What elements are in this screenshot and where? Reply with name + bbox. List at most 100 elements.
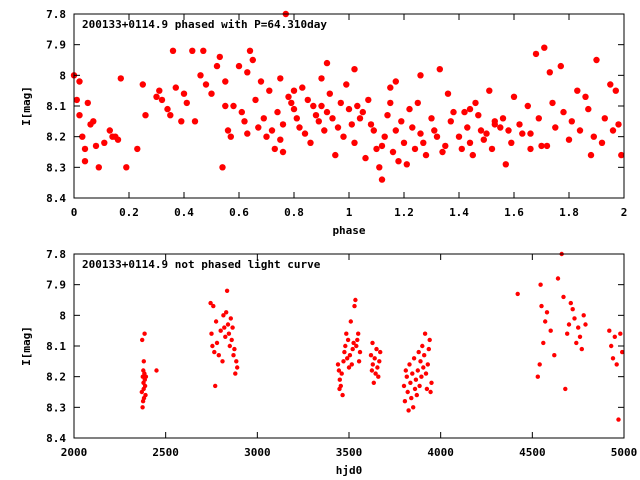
data-point — [429, 380, 434, 385]
data-point — [257, 78, 265, 85]
data-point — [218, 328, 223, 333]
data-point — [466, 105, 474, 113]
light-curve-x-ticks: 2000 2500 3000 3500 4000 4500 5000 — [61, 254, 638, 459]
data-point — [568, 300, 573, 306]
data-point — [142, 112, 149, 119]
data-point — [408, 380, 413, 385]
data-point — [469, 151, 476, 159]
data-point — [81, 145, 89, 153]
data-point — [609, 127, 617, 134]
x-tick-label: 0.6 — [229, 206, 249, 219]
data-point — [552, 124, 559, 131]
data-point — [426, 346, 431, 352]
data-point — [376, 164, 383, 171]
data-point — [444, 90, 452, 97]
data-point — [213, 383, 218, 389]
data-point — [563, 386, 568, 392]
data-point — [226, 331, 232, 336]
data-point — [497, 124, 504, 131]
data-point — [607, 81, 614, 88]
data-point — [610, 356, 616, 361]
data-point — [238, 108, 245, 116]
data-point — [172, 84, 179, 91]
data-point — [304, 96, 311, 104]
data-point — [409, 395, 414, 401]
data-point — [491, 121, 498, 128]
data-point — [123, 164, 130, 171]
data-point — [228, 316, 233, 321]
data-point — [271, 145, 278, 153]
data-point — [439, 148, 446, 156]
y-tick-label: 8 — [59, 309, 66, 322]
data-point — [244, 130, 251, 137]
data-point — [191, 118, 199, 125]
data-point — [472, 99, 479, 107]
data-point — [431, 127, 438, 134]
data-point — [433, 133, 441, 140]
x-tick-label: 5000 — [611, 446, 638, 459]
data-point — [618, 331, 623, 336]
data-point — [368, 353, 374, 358]
data-point — [486, 87, 493, 94]
data-point — [323, 59, 331, 67]
y-tick-label: 8.3 — [46, 161, 66, 174]
data-point — [387, 84, 394, 91]
data-point — [620, 349, 625, 355]
data-point — [369, 368, 375, 373]
data-point — [612, 334, 617, 339]
data-point — [92, 142, 100, 150]
data-point — [359, 108, 366, 116]
data-point — [601, 115, 608, 122]
data-point — [579, 346, 584, 352]
data-point — [224, 127, 232, 134]
data-point — [279, 121, 287, 128]
data-point — [350, 346, 355, 352]
data-point — [318, 75, 325, 82]
data-point — [347, 353, 353, 358]
data-point — [362, 154, 369, 162]
data-point — [345, 356, 350, 361]
data-point — [340, 133, 347, 140]
data-point — [539, 303, 544, 309]
data-point — [557, 62, 564, 70]
data-point — [232, 346, 237, 352]
data-point — [409, 124, 416, 131]
x-tick-label: 1.4 — [449, 206, 469, 219]
data-point — [527, 130, 534, 137]
data-point — [565, 331, 570, 336]
data-point — [221, 313, 226, 318]
data-point — [377, 359, 382, 364]
data-point — [285, 93, 292, 101]
data-point — [455, 133, 463, 140]
data-point — [134, 145, 141, 153]
data-point — [510, 93, 518, 101]
data-point — [241, 118, 248, 125]
phased-y-axis-label: I[mag] — [20, 86, 33, 126]
data-point — [404, 374, 409, 379]
data-point — [355, 337, 360, 343]
data-point — [73, 96, 81, 104]
data-point — [560, 108, 567, 116]
data-point — [76, 112, 83, 119]
y-tick-label: 7.8 — [46, 248, 66, 261]
phased-y-ticks: 7.8 7.9 8 8.1 8.2 8.3 8.4 — [46, 8, 624, 205]
phased-x-axis-label: phase — [332, 224, 365, 237]
data-point — [583, 322, 588, 327]
data-point — [577, 334, 583, 339]
data-point — [354, 343, 359, 349]
data-point — [213, 62, 221, 70]
data-point — [139, 81, 146, 88]
data-point — [590, 133, 597, 140]
data-point — [339, 371, 344, 376]
x-tick-label: 2500 — [152, 446, 179, 459]
data-point — [425, 362, 430, 367]
data-point — [224, 310, 229, 315]
data-point — [538, 282, 543, 287]
x-tick-label: 0.8 — [284, 206, 304, 219]
data-point — [220, 359, 225, 364]
data-point — [112, 133, 119, 140]
data-point — [574, 87, 581, 94]
data-point — [290, 87, 298, 94]
data-point — [233, 371, 238, 376]
data-point — [343, 343, 348, 349]
